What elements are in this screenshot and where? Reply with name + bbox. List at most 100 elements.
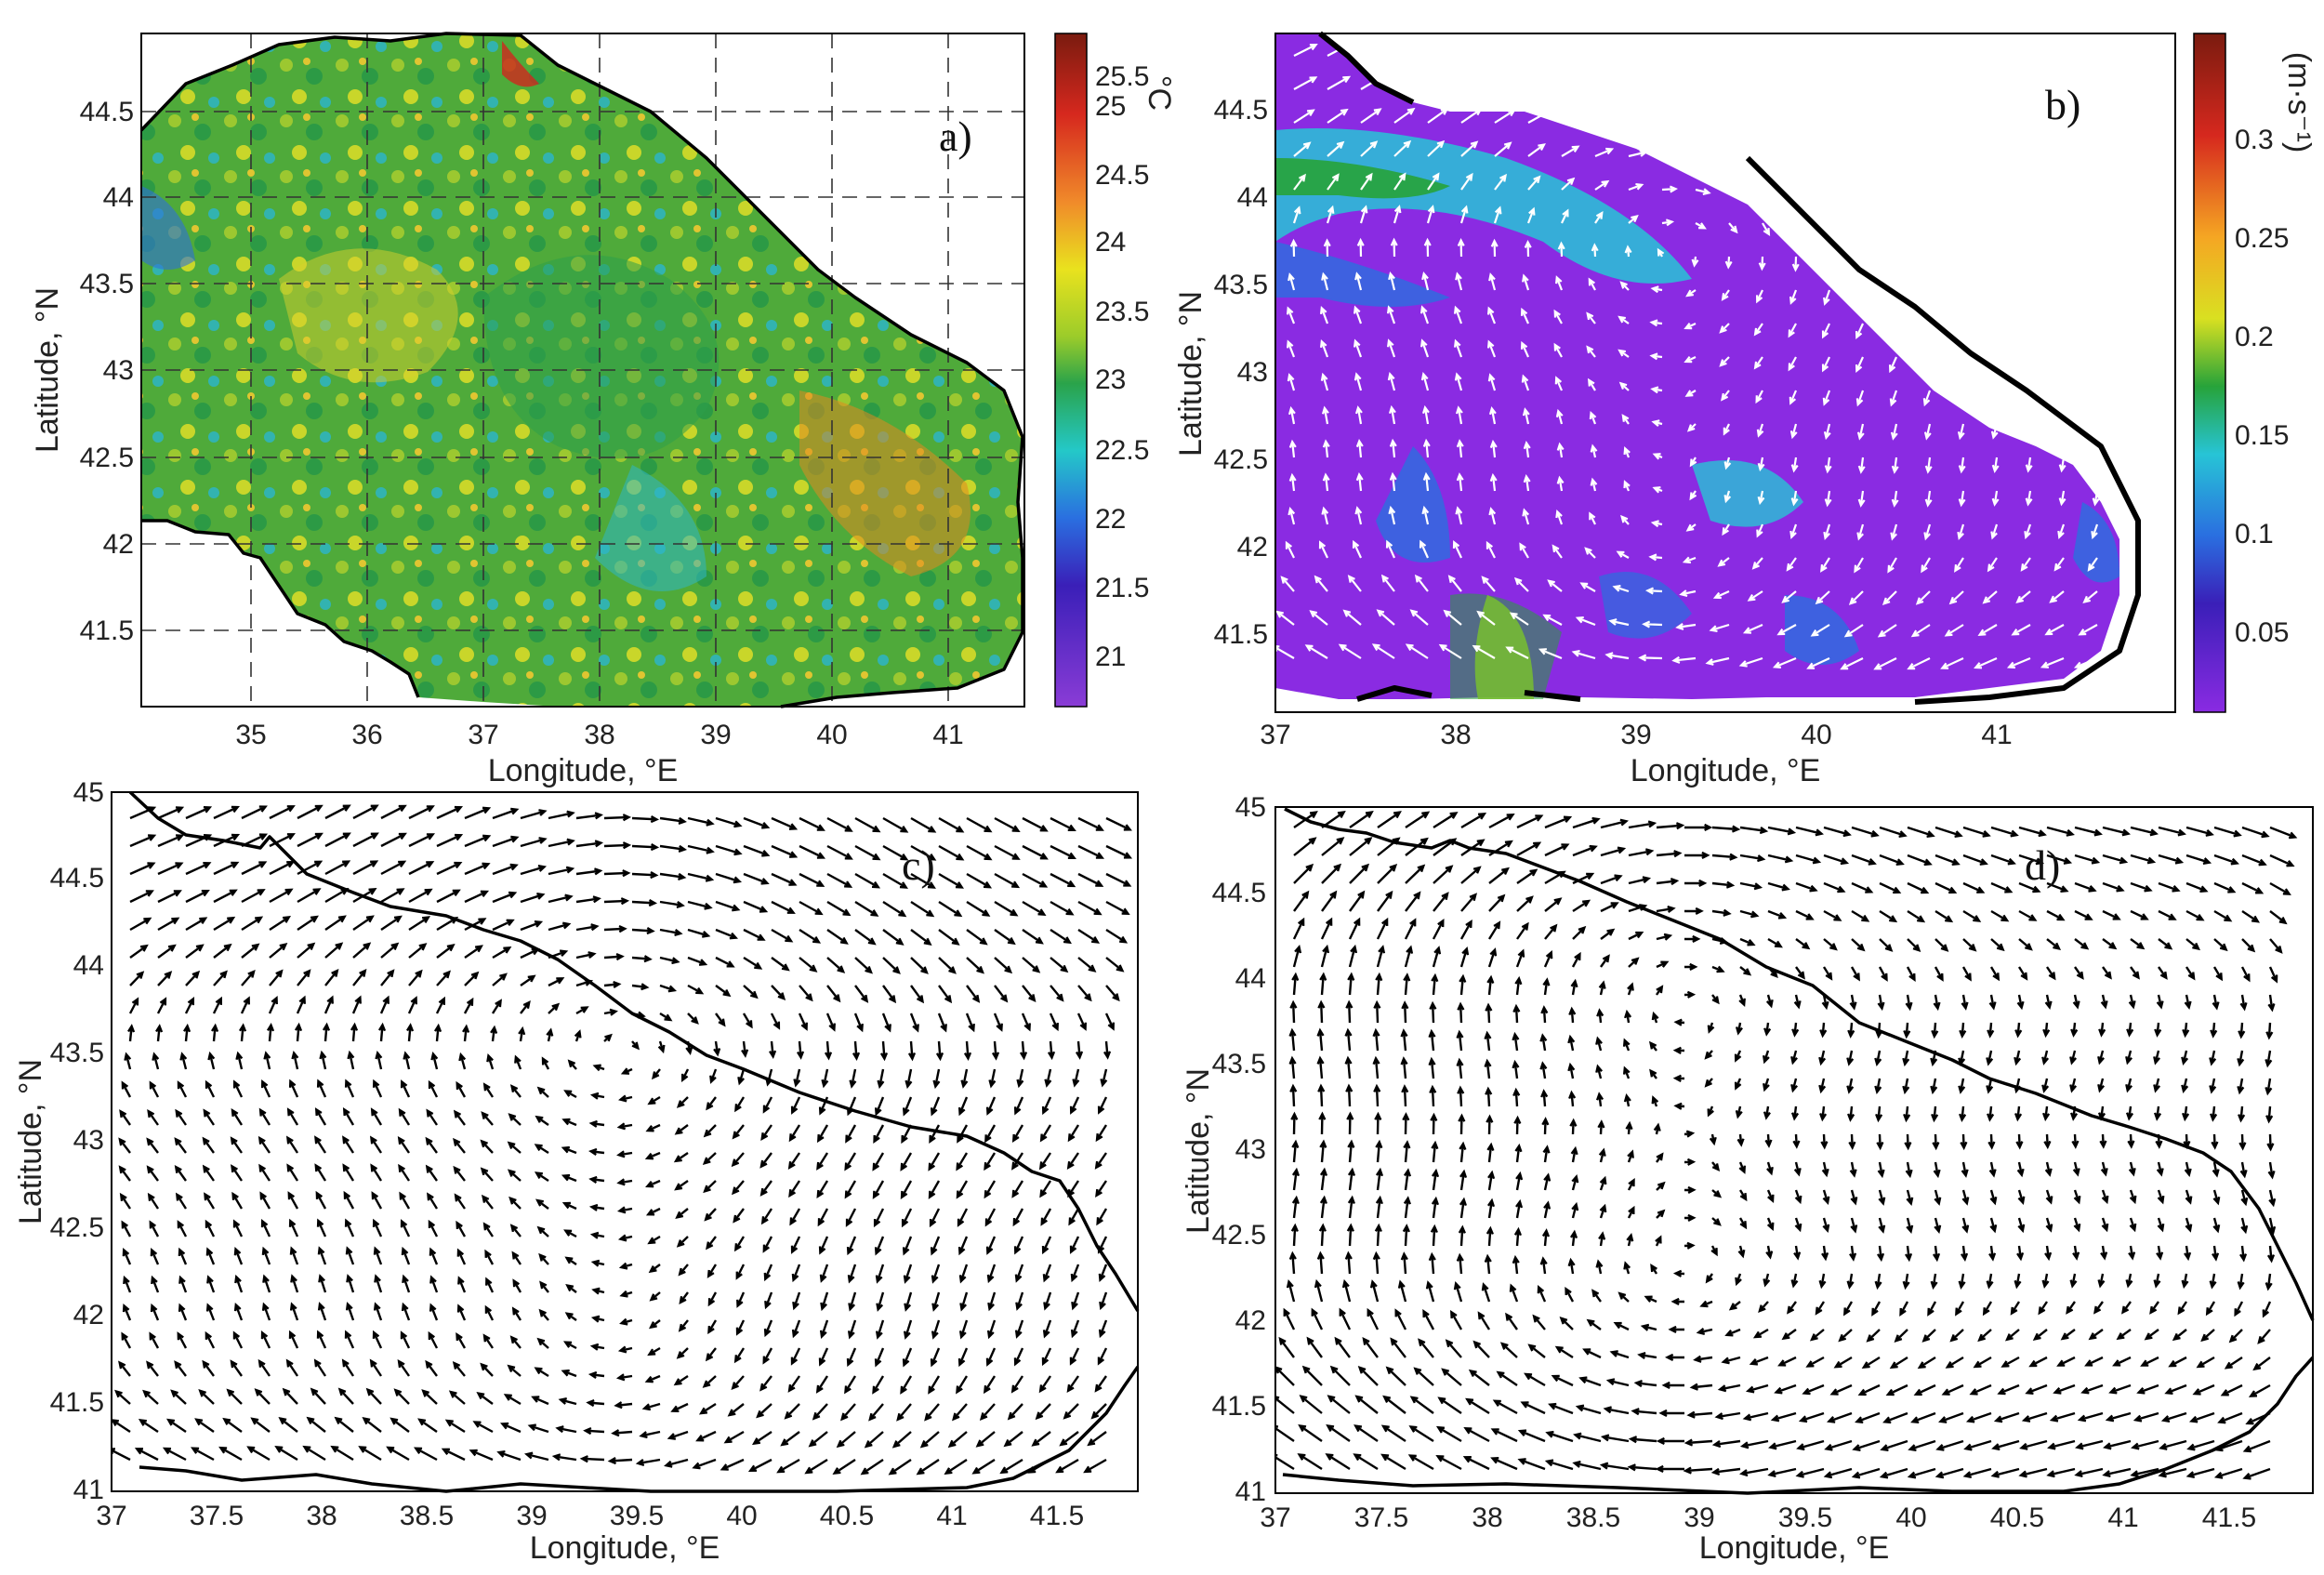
current-vector-arrow [1327,140,1345,157]
current-vector-arrow [1622,1038,1631,1052]
current-vector-arrow [1849,1161,1857,1178]
current-vector-arrow [1456,1029,1464,1052]
current-vector-arrow [397,1135,410,1154]
current-vector-arrow [1902,1273,1910,1290]
current-vector-arrow [1707,1105,1714,1118]
current-vector-arrow [1322,472,1330,492]
current-vector-arrow [1719,356,1730,367]
panel-a-cbar-tick: 24.5 [1095,160,1149,191]
current-vector-arrow [492,946,512,960]
current-vector-arrow [1963,1439,1992,1451]
current-vector-arrow [641,1402,661,1411]
current-vector-arrow [1790,490,1799,507]
current-vector-arrow [2099,1133,2107,1149]
current-vector-arrow [848,1291,857,1312]
current-vector-arrow [1992,256,2000,273]
current-vector-arrow [896,1403,912,1422]
current-vector-arrow [1628,83,1654,91]
current-vector-arrow [317,1302,327,1321]
current-vector-arrow [715,985,732,998]
current-vector-arrow [2096,155,2116,167]
current-vector-arrow [2073,1189,2081,1205]
current-vector-arrow [380,915,403,931]
current-vector-arrow [1931,1105,1939,1123]
current-vector-arrow [952,1403,968,1422]
current-vector-arrow [1526,206,1536,224]
current-vector-arrow [1658,1409,1685,1418]
current-vector-arrow [1684,962,1698,972]
current-vector-arrow [1527,175,1541,191]
current-vector-arrow [2044,1161,2053,1177]
current-vector-arrow [959,1291,969,1312]
current-vector-arrow [603,980,622,989]
current-vector-arrow [733,1347,746,1364]
current-vector-arrow [285,1358,298,1377]
current-vector-arrow [2185,1217,2193,1233]
current-vector-arrow [1739,826,1769,835]
current-vector-arrow [1459,973,1467,996]
current-vector-arrow [590,1259,605,1267]
current-vector-arrow [731,1152,745,1168]
current-vector-arrow [1105,844,1133,859]
current-vector-arrow [771,957,790,972]
current-vector-arrow [589,1231,605,1239]
current-vector-arrow [826,844,853,860]
current-vector-arrow [1050,928,1072,945]
current-vector-arrow [1066,1375,1079,1393]
current-vector-arrow [882,844,909,861]
current-vector-arrow [1661,85,1687,93]
current-vector-arrow [375,1050,383,1070]
current-vector-arrow [1318,540,1328,559]
current-vector-arrow [1544,897,1563,912]
current-vector-arrow [956,1180,969,1199]
current-vector-arrow [1683,1466,1713,1475]
current-vector-arrow [706,1264,718,1278]
current-vector-arrow [531,1396,549,1406]
current-vector-arrow [297,888,322,904]
current-vector-arrow [1907,938,1921,953]
current-vector-arrow [112,1419,131,1434]
current-vector-arrow [1050,985,1064,1002]
current-vector-arrow [2018,1467,2048,1478]
current-vector-arrow [2016,1245,2025,1262]
current-vector-arrow [254,1388,271,1405]
panel-a-colorbar [1054,33,1088,708]
current-vector-arrow [2015,1133,2024,1150]
current-vector-arrow [2025,457,2033,473]
current-vector-arrow [401,1246,411,1265]
current-vector-arrow [1293,76,1318,90]
current-vector-arrow [771,816,799,830]
current-vector-arrow [1944,624,1964,637]
current-vector-arrow [175,1108,187,1126]
current-vector-arrow [705,1347,717,1362]
current-vector-arrow [1422,471,1431,492]
current-vector-arrow [342,1163,355,1182]
current-vector-arrow [1327,173,1340,191]
current-vector-arrow [1488,405,1497,425]
panel-d-xtick: 39 [1684,1502,1714,1533]
current-vector-arrow [1955,356,1964,373]
current-vector-arrow [1738,656,1763,668]
current-vector-arrow [1933,994,1941,1012]
current-vector-arrow [1041,1236,1052,1255]
current-vector-arrow [1419,338,1430,358]
current-vector-arrow [575,840,604,848]
current-vector-arrow [1621,414,1630,425]
current-vector-arrow [297,969,311,986]
current-vector-arrow [1684,990,1697,999]
current-vector-arrow [2242,1467,2271,1480]
current-vector-arrow [233,1302,244,1321]
current-vector-arrow [202,1136,215,1154]
current-vector-arrow [1878,1217,1886,1234]
current-vector-arrow [150,1247,160,1265]
current-vector-arrow [799,985,813,1002]
current-vector-arrow [928,1180,941,1199]
current-vector-arrow [1397,1279,1407,1303]
current-vector-arrow [1011,1124,1024,1143]
current-vector-arrow [198,1389,215,1405]
panel-b-ytick: 43 [1237,357,1268,388]
current-vector-arrow [481,1111,494,1126]
current-vector-arrow [2248,1383,2271,1397]
current-vector-arrow [1672,1074,1685,1082]
current-vector-arrow [1618,349,1630,358]
